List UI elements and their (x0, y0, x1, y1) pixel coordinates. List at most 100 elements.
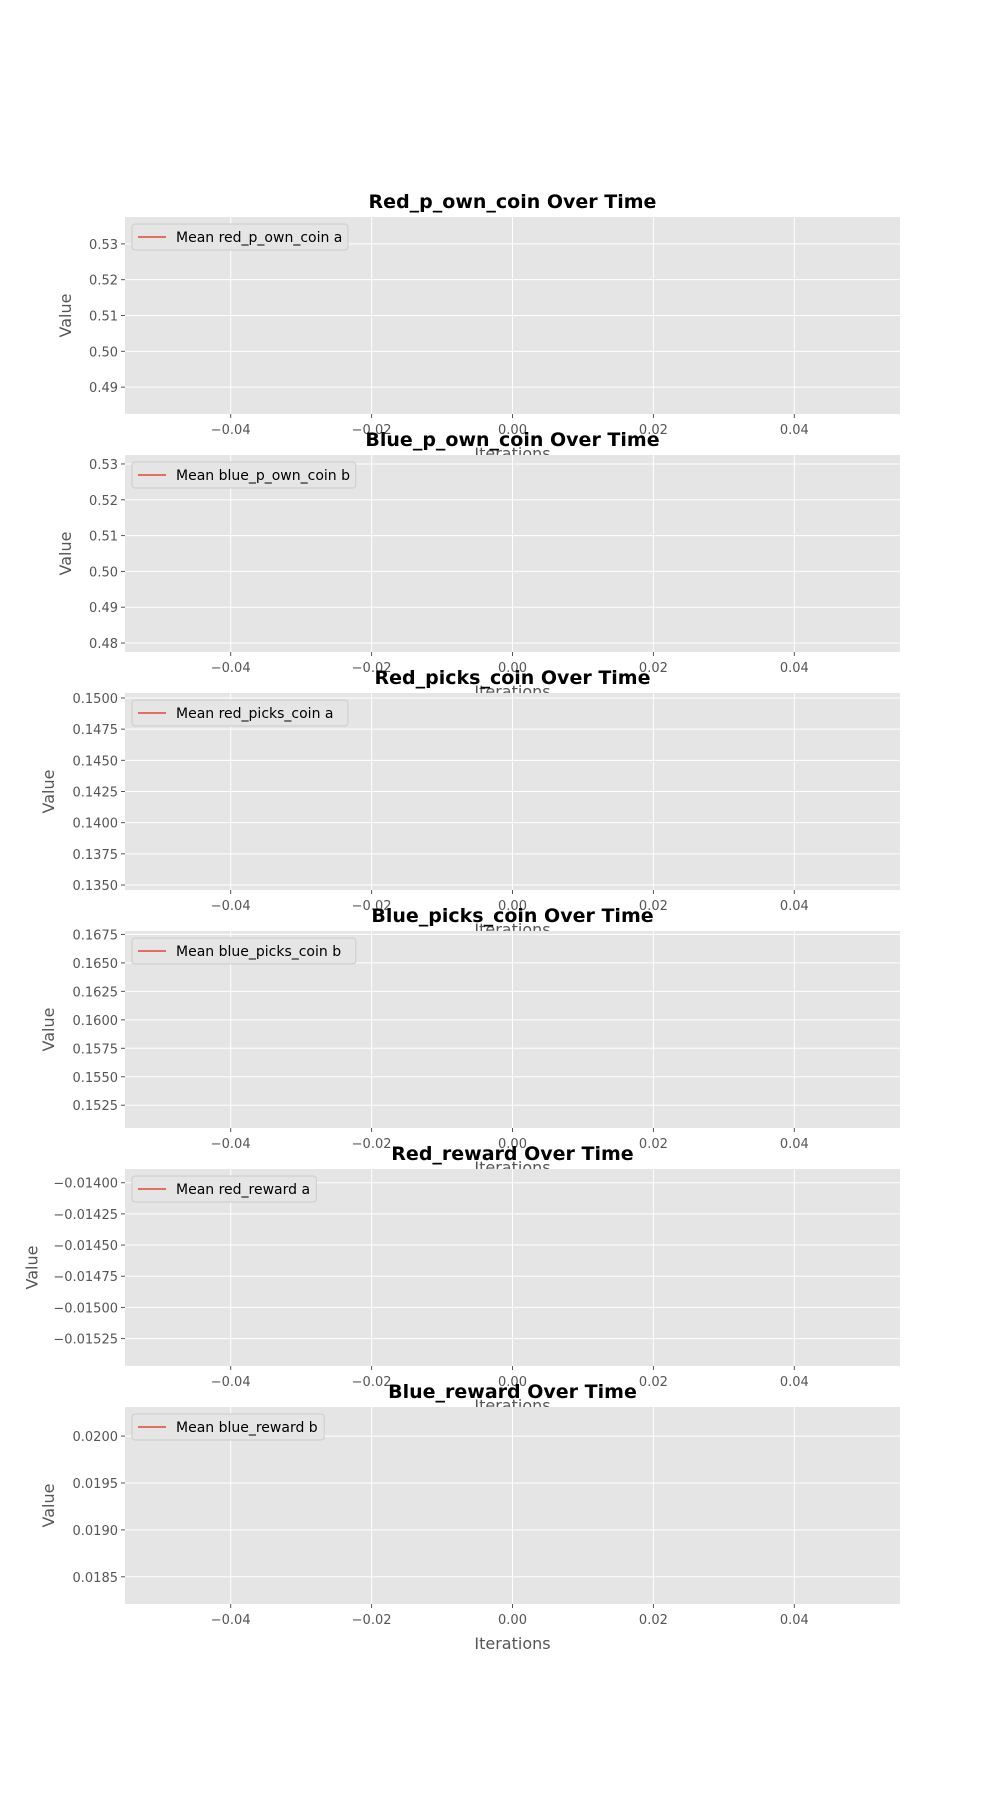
x-tick-label: −0.04 (211, 661, 251, 676)
legend-label: Mean red_p_own_coin a (176, 230, 342, 246)
x-tick-label: 0.00 (498, 1613, 527, 1628)
legend-label: Mean blue_picks_coin b (176, 944, 341, 960)
y-tick-label: 0.1675 (73, 928, 119, 943)
x-tick-label: 0.02 (639, 1375, 668, 1390)
x-tick-label: 0.04 (780, 1613, 809, 1628)
y-tick-label: 0.0190 (73, 1524, 119, 1539)
y-tick-label: 0.52 (89, 494, 118, 509)
chart-title: Blue_p_own_coin Over Time (365, 429, 659, 451)
chart-panel-2: −0.04 −0.02 0.00 0.02 0.04 0.48 0.49 0.50 0.51 0.… (56, 429, 900, 701)
x-tick-label: −0.04 (211, 899, 251, 914)
x-tick-label: 0.04 (780, 423, 809, 438)
y-tick-label: −0.01400 (53, 1177, 118, 1192)
y-tick-label: 0.1600 (73, 1014, 119, 1029)
chart-panel-1: −0.04 −0.02 0.00 0.02 0.04 0.49 0.50 0.51 0.52 0.… (56, 191, 900, 463)
y-axis-label: Value (23, 1246, 42, 1290)
y-tick-label: 0.1550 (73, 1071, 119, 1086)
y-tick-label: 0.49 (89, 381, 118, 396)
y-tick-label: 0.51 (89, 310, 118, 325)
chart-panel-5: −0.04 −0.02 0.00 0.02 0.04 −0.01525 −0.01500 −0… (23, 1143, 900, 1415)
y-tick-label: −0.01475 (53, 1270, 118, 1285)
y-tick-label: 0.50 (89, 345, 118, 360)
x-tick-label: −0.04 (211, 423, 251, 438)
x-tick-label: 0.04 (780, 1137, 809, 1152)
chart-title: Red_picks_coin Over Time (375, 667, 651, 689)
legend-box (131, 1175, 317, 1203)
y-tick-label: 0.53 (89, 238, 118, 253)
legend-box (131, 461, 357, 489)
x-axis-label: Iterations (474, 1634, 550, 1653)
legend: Mean blue_reward b (131, 1413, 325, 1441)
y-tick-label: 0.1350 (73, 879, 119, 894)
y-axis-label: Value (56, 532, 75, 576)
x-tick-label: 0.04 (780, 1375, 809, 1390)
legend-box (131, 1413, 325, 1441)
y-tick-label: 0.50 (89, 565, 118, 580)
y-tick-label: 0.0185 (73, 1571, 119, 1586)
y-tick-label: 0.1475 (73, 723, 119, 738)
chart-title: Red_p_own_coin Over Time (369, 191, 657, 213)
legend: Mean blue_picks_coin b (131, 937, 357, 965)
x-tick-label: −0.04 (211, 1137, 251, 1152)
legend: Mean red_p_own_coin a (131, 223, 349, 251)
chart-title: Blue_reward Over Time (388, 1381, 637, 1403)
y-tick-label: −0.01525 (53, 1333, 118, 1348)
y-tick-label: −0.01425 (53, 1208, 118, 1223)
y-tick-label: 0.1625 (73, 985, 119, 1000)
x-tick-label: −0.04 (211, 1375, 251, 1390)
chart-title: Blue_picks_coin Over Time (371, 905, 653, 927)
y-axis-label: Value (39, 770, 58, 814)
x-tick-label: −0.02 (352, 1613, 392, 1628)
x-tick-label: 0.00 (498, 1137, 527, 1152)
y-tick-label: 0.49 (89, 601, 118, 616)
y-tick-label: 0.1425 (73, 786, 119, 801)
y-tick-label: 0.1650 (73, 957, 119, 972)
x-tick-label: 0.02 (639, 1613, 668, 1628)
x-tick-label: 0.00 (498, 1375, 527, 1390)
x-tick-label: 0.02 (639, 423, 668, 438)
x-tick-label: −0.02 (352, 661, 392, 676)
x-tick-label: 0.02 (639, 899, 668, 914)
legend-box (131, 937, 357, 965)
x-tick-label: −0.02 (352, 1375, 392, 1390)
x-tick-label: 0.04 (780, 661, 809, 676)
y-tick-label: 0.1450 (73, 754, 119, 769)
y-axis-label: Value (39, 1008, 58, 1052)
y-tick-label: 0.1400 (73, 817, 119, 832)
x-tick-label: −0.04 (211, 1613, 251, 1628)
chart-panel-4: −0.04 −0.02 0.00 0.02 0.04 0.1525 0.1550 0.1575… (39, 905, 900, 1177)
y-tick-label: −0.01450 (53, 1239, 118, 1254)
y-tick-label: 0.52 (89, 274, 118, 289)
x-tick-label: −0.02 (352, 1137, 392, 1152)
y-axis-label: Value (39, 1484, 58, 1528)
x-tick-label: 0.04 (780, 899, 809, 914)
y-tick-label: 0.53 (89, 458, 118, 473)
legend-label: Mean red_reward a (176, 1182, 310, 1198)
chart-panel-6: −0.04 −0.02 0.00 0.02 0.04 0.0185 0.0190 0.0195… (39, 1381, 900, 1653)
y-axis-label: Value (56, 294, 75, 338)
y-tick-label: 0.0195 (73, 1477, 119, 1492)
legend: Mean blue_p_own_coin b (131, 461, 357, 489)
x-tick-label: −0.02 (352, 423, 392, 438)
y-tick-label: 0.51 (89, 530, 118, 545)
legend-label: Mean blue_reward b (176, 1420, 318, 1436)
y-tick-label: 0.1500 (73, 692, 119, 707)
legend-label: Mean blue_p_own_coin b (176, 468, 350, 484)
y-tick-label: 0.48 (89, 637, 118, 652)
y-tick-label: 0.1575 (73, 1042, 119, 1057)
x-tick-label: 0.02 (639, 661, 668, 676)
y-tick-label: 0.1375 (73, 848, 119, 863)
x-tick-label: 0.02 (639, 1137, 668, 1152)
y-tick-label: −0.01500 (53, 1301, 118, 1316)
legend-box (131, 223, 349, 251)
chart-panel-3: −0.04 −0.02 0.00 0.02 0.04 0.1350 0.1375 0.1400… (39, 667, 900, 939)
x-tick-label: 0.00 (498, 661, 527, 676)
legend: Mean red_picks_coin a (131, 699, 349, 727)
legend-box (131, 699, 349, 727)
chart-title: Red_reward Over Time (391, 1143, 633, 1165)
x-tick-label: −0.02 (352, 899, 392, 914)
y-tick-label: 0.0200 (73, 1430, 119, 1445)
x-tick-label: 0.00 (498, 423, 527, 438)
legend: Mean red_reward a (131, 1175, 317, 1203)
